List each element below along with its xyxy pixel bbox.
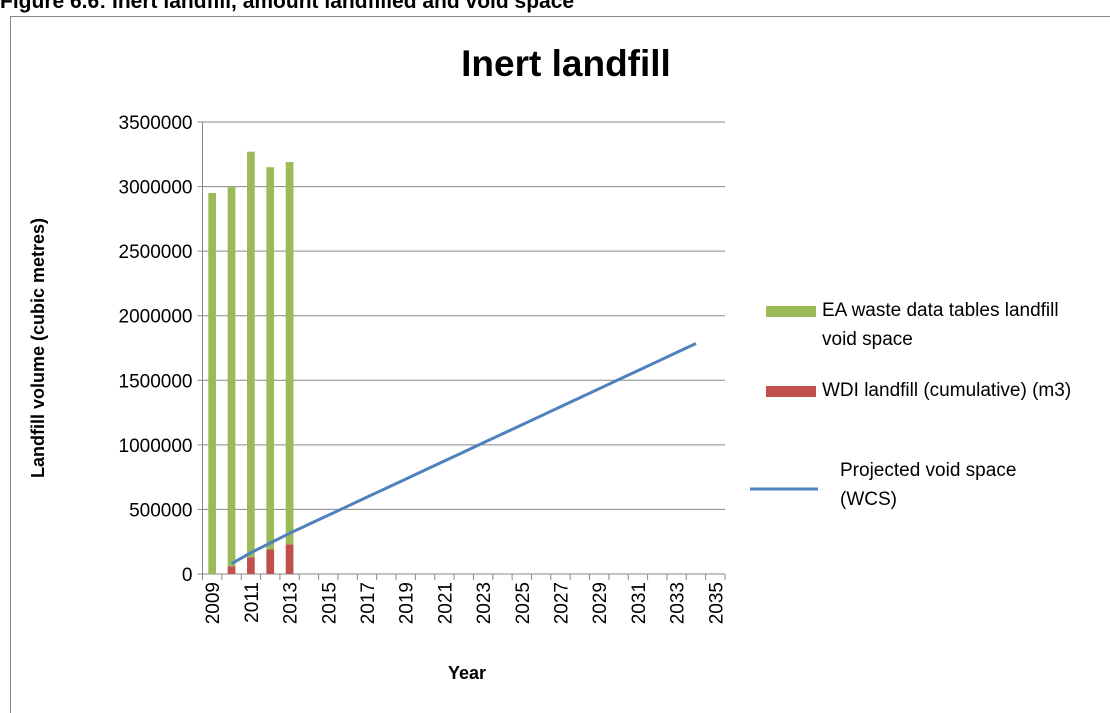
bar bbox=[208, 193, 217, 574]
x-tick-label: 2025 bbox=[513, 582, 534, 624]
y-tick-label: 2500000 bbox=[119, 242, 193, 263]
x-tick-label: 2015 bbox=[319, 582, 340, 624]
legend-label: WDI landfill (cumulative) (m3) bbox=[822, 380, 1072, 401]
x-tick-label: 2029 bbox=[590, 582, 611, 624]
y-tick-label: 0 bbox=[182, 565, 193, 586]
x-axis-label: Year bbox=[448, 663, 486, 683]
x-tick-label: 2011 bbox=[242, 582, 263, 623]
legend-label: Projected void space (WCS) bbox=[840, 460, 1017, 510]
y-tick-label: 1500000 bbox=[119, 371, 193, 392]
bar bbox=[285, 162, 294, 545]
x-tick-label: 2027 bbox=[552, 582, 573, 624]
line bbox=[230, 342, 697, 565]
x-tick-label: 2021 bbox=[435, 582, 456, 624]
chart-border bbox=[10, 16, 1110, 713]
chart-title: Inert landfill bbox=[461, 43, 671, 84]
legend-swatch bbox=[766, 386, 816, 397]
x-tick-label: 2031 bbox=[629, 582, 650, 624]
legend-swatch bbox=[766, 306, 816, 317]
bar bbox=[247, 151, 255, 558]
bar bbox=[247, 557, 255, 574]
x-tick-label: 2023 bbox=[474, 582, 495, 624]
x-tick-label: 2009 bbox=[203, 582, 224, 624]
x-tick-label: 2035 bbox=[706, 582, 727, 624]
y-tick-label: 500000 bbox=[129, 500, 192, 521]
x-tick-label: 2017 bbox=[358, 582, 379, 624]
bar bbox=[227, 186, 236, 567]
x-tick-label: 2019 bbox=[397, 582, 418, 624]
y-tick-label: 1000000 bbox=[119, 436, 193, 457]
y-tick-label: 3500000 bbox=[119, 113, 193, 134]
y-axis-label: Landfill volume (cubic metres) bbox=[28, 218, 48, 478]
y-tick-label: 2000000 bbox=[119, 307, 193, 328]
bar bbox=[266, 167, 275, 550]
bar bbox=[266, 549, 275, 574]
x-tick-label: 2033 bbox=[668, 582, 689, 624]
bar bbox=[285, 544, 294, 574]
bar bbox=[227, 566, 236, 574]
x-tick-label: 2013 bbox=[281, 582, 302, 624]
legend-label: EA waste data tables landfill void space bbox=[822, 300, 1059, 350]
page-caption: Figure 6.6: Inert landfill, amount landf… bbox=[0, 0, 574, 13]
y-tick-label: 3000000 bbox=[119, 178, 193, 199]
